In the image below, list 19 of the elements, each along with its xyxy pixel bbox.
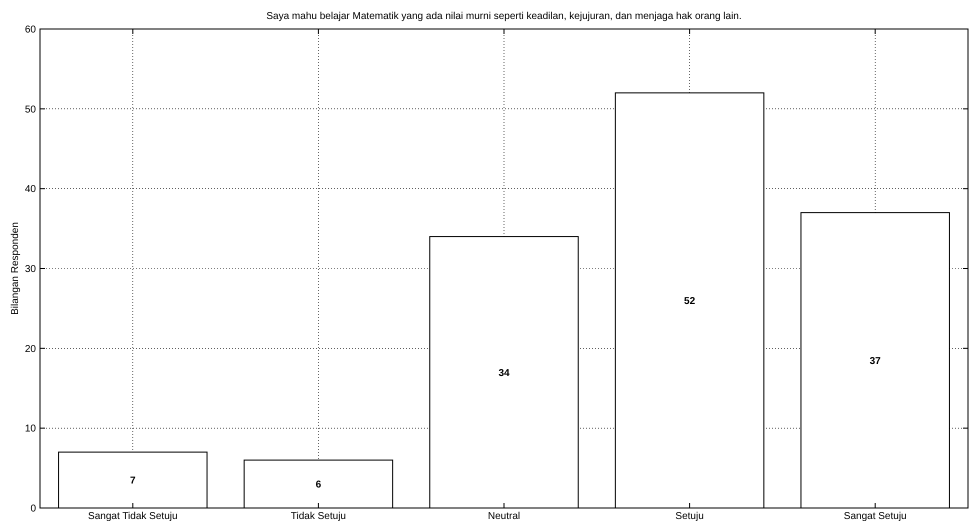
x-tick-label: Setuju [675,511,704,521]
data-label: 37 [870,356,882,367]
x-tick-label: Sangat Tidak Setuju [88,511,178,521]
y-tick-label: 30 [24,264,36,275]
x-tick-label: Tidak Setuju [290,511,346,521]
y-tick-label: 50 [24,104,36,116]
y-tick-label: 20 [24,344,36,355]
x-tick-label: Neutral [488,511,520,521]
y-axis-title: Bilangan Responden [10,222,21,315]
y-tick-label: 10 [24,424,36,435]
data-label: 6 [316,480,322,491]
data-label: 7 [130,476,136,487]
y-tick-label: 40 [24,184,36,196]
y-tick-label: 0 [30,504,36,514]
data-label: 52 [684,296,696,307]
y-tick-label: 60 [24,24,36,36]
x-tick-label: Sangat Setuju [844,511,907,521]
data-label: 34 [498,368,510,379]
chart-title: Saya mahu belajar Matematik yang ada nilai murni seperti keadilan, kejujuran, dan menjaga hak orang lain. [266,11,742,22]
